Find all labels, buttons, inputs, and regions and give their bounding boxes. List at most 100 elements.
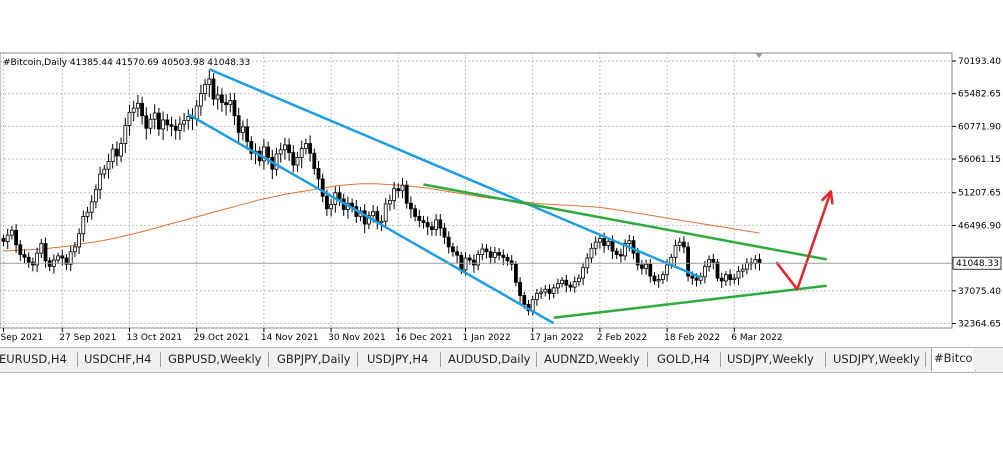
candle-body (232, 100, 237, 117)
candle-body (278, 149, 283, 155)
candle-body (207, 78, 212, 85)
candle-body (728, 274, 732, 280)
candle-body (400, 184, 405, 192)
candle-body (152, 112, 157, 120)
candle-body (60, 255, 65, 259)
candle-body (488, 251, 493, 258)
candle-body (471, 259, 476, 266)
moving-average-line (3, 183, 760, 252)
candle-body (543, 288, 548, 293)
candle-body (694, 277, 699, 281)
symbol-tab[interactable]: AUDUSD,Daily (448, 352, 531, 366)
symbol-tab[interactable]: AUDNZD,Weekly (544, 352, 640, 366)
candle-body (102, 168, 107, 175)
candle-body (446, 236, 451, 248)
candle-body (677, 241, 682, 246)
tab-separator (720, 352, 721, 367)
candle-body (312, 152, 317, 169)
candle-body (228, 100, 233, 106)
candle-body (110, 148, 115, 162)
candle-body (320, 178, 325, 197)
symbol-tab[interactable]: USDJPY,H4 (367, 352, 429, 366)
candle-body (177, 123, 182, 131)
candle-body (648, 263, 653, 277)
candle-body (396, 188, 401, 192)
candle-body (652, 275, 657, 282)
chart-header: #Bitcoin,Daily 41385.44 41570.69 40503.9… (3, 58, 250, 68)
candle-body (417, 215, 422, 221)
candle-body (98, 173, 102, 190)
candle-body (593, 241, 598, 249)
candle-body (455, 251, 460, 256)
tab-active-bitcoin[interactable]: #Bitco (931, 348, 976, 371)
time-tick-label: 16 Dec 2021 (395, 333, 453, 343)
time-axis[interactable]: Sep 2021 27 Sep 2021 13 Oct 2021 29 Oct 202… (1, 328, 783, 343)
price-tick-label: 51207.65 (958, 189, 1001, 199)
candle-body (627, 240, 632, 244)
descending-channel-lower (187, 113, 555, 325)
candle-body (480, 248, 485, 255)
candle-body (22, 254, 27, 258)
candle-body (144, 115, 149, 129)
candle-body (119, 143, 123, 157)
candle-body (245, 126, 250, 142)
candle-body (661, 274, 665, 280)
price-chart[interactable]: #Bitcoin,Daily 41385.44 41570.69 40503.9… (0, 0, 1003, 345)
symbol-tab[interactable]: GOLD,H4 (657, 352, 710, 366)
candle-body (673, 245, 678, 258)
candle-body (18, 244, 23, 255)
candle-body (530, 299, 535, 312)
candle-body (602, 238, 606, 246)
candle-body (371, 211, 376, 217)
candle-body (434, 219, 439, 230)
candle-body (194, 105, 199, 119)
tab-separator (268, 352, 269, 367)
candle-body (589, 247, 594, 259)
tab-scroll-area[interactable] (973, 348, 1003, 370)
candle-body (438, 219, 443, 229)
price-tick-label: 65482.65 (958, 90, 1001, 100)
shift-marker-icon[interactable] (755, 53, 763, 58)
candle-body (337, 192, 342, 200)
candle-body (211, 78, 216, 100)
tab-separator (647, 352, 648, 367)
candle-body (463, 257, 468, 271)
triangle-resistance (423, 183, 827, 261)
candle-body (732, 277, 737, 280)
candle-body (140, 102, 145, 117)
symbol-tab[interactable]: GBPJPY,Daily (277, 352, 351, 366)
tab-separator (925, 352, 926, 367)
candle-body (266, 146, 271, 158)
candle-body (77, 233, 81, 248)
candle-body (497, 252, 502, 256)
tab-separator (440, 352, 441, 367)
candle-body (308, 143, 313, 154)
symbol-tab[interactable]: EURUSD,H4 (0, 352, 67, 366)
symbol-tab[interactable]: USDCHF,H4 (84, 352, 152, 366)
candle-body (39, 243, 44, 254)
time-tick-label: 27 Sep 2021 (59, 333, 116, 343)
candle-body (665, 264, 669, 276)
candle-body (383, 203, 388, 222)
candle-body (745, 262, 749, 270)
candle-body (736, 270, 741, 279)
candle-body (484, 248, 489, 253)
candle-body (224, 102, 229, 106)
symbol-tab[interactable]: USDJPY,Weekly (833, 352, 920, 366)
candle-body (631, 240, 636, 254)
symbol-tab[interactable]: GBPUSD,Weekly (168, 352, 262, 366)
symbol-tab[interactable]: USDJPY,Weekly (727, 352, 814, 366)
candle-body (459, 254, 464, 271)
time-tick-label: 6 Mar 2022 (731, 333, 782, 343)
candle-body (249, 141, 254, 154)
time-tick-label: 13 Oct 2021 (127, 333, 183, 343)
candle-body (215, 94, 220, 100)
candle-body (703, 265, 707, 278)
candle-body (711, 259, 716, 263)
candle-body (551, 287, 556, 294)
candle-body (282, 144, 287, 151)
projected-path-arrowhead (821, 190, 834, 205)
candle-body (719, 277, 724, 282)
candle-body (577, 277, 581, 283)
price-axis[interactable]: 70193.40 65482.65 60771.90 56061.15 51207.65… (952, 57, 1002, 330)
